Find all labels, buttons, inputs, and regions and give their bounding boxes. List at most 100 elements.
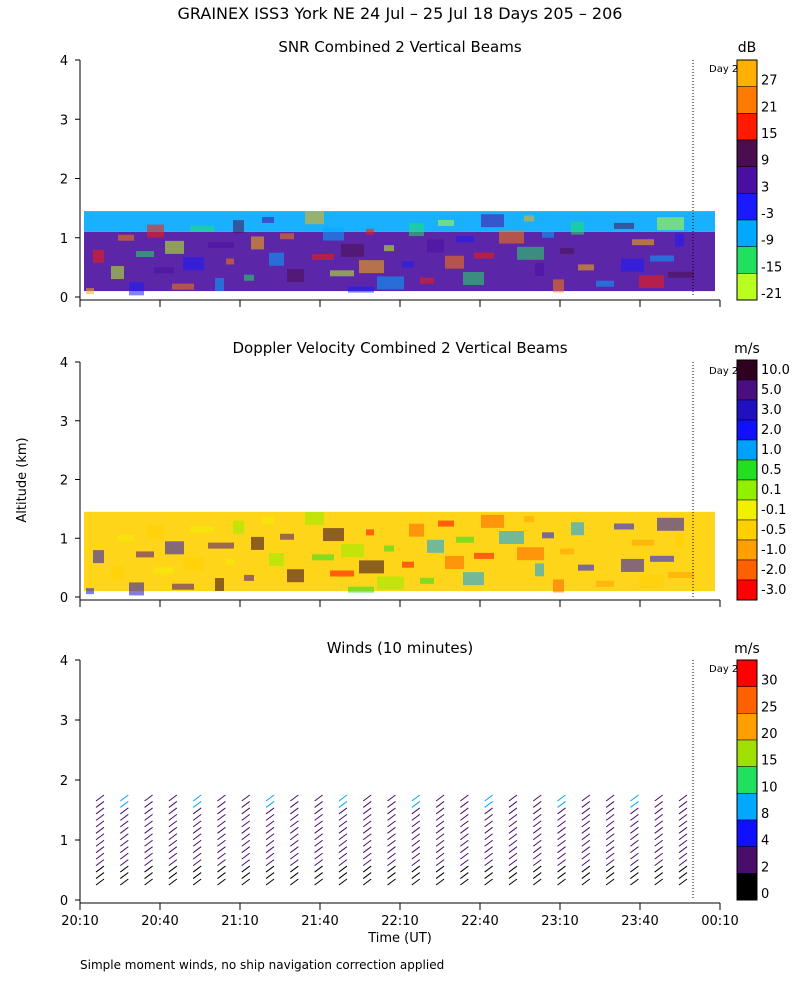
- colorbar-swatch: [736, 713, 758, 741]
- wind-barb: [581, 852, 591, 860]
- wind-barb: [290, 820, 299, 828]
- heatmap-cell: [226, 558, 234, 565]
- wind-profile: [508, 794, 518, 886]
- day-marker-label: Day 2: [709, 366, 738, 377]
- wind-barb: [508, 813, 518, 821]
- wind-barb: [484, 859, 493, 867]
- wind-barb: [605, 852, 615, 860]
- wind-barb: [411, 820, 421, 828]
- wind-barb: [411, 859, 421, 867]
- wind-barb: [119, 865, 129, 873]
- wind-barb: [265, 794, 275, 802]
- colorbar-swatch: [736, 166, 758, 194]
- colorbar-label: 10: [761, 780, 778, 795]
- wind-barb: [630, 878, 639, 886]
- heatmap-cell: [208, 542, 234, 549]
- wind-barb: [265, 826, 275, 834]
- wind-barb: [314, 878, 323, 886]
- wind-barb: [484, 826, 493, 834]
- wind-barb: [119, 839, 129, 847]
- heatmap-cell: [463, 572, 484, 586]
- wind-barb: [338, 852, 348, 860]
- wind-barb: [314, 865, 323, 873]
- wind-barb: [630, 807, 639, 815]
- wind-barb: [241, 872, 251, 879]
- wind-barb: [95, 859, 105, 867]
- colorbar-label: -3.0: [761, 583, 786, 598]
- wind-barb: [484, 878, 493, 886]
- wind-barb: [678, 839, 688, 847]
- wind-barb: [95, 846, 105, 854]
- wind-barb: [362, 852, 372, 860]
- wind-profile: [411, 794, 421, 886]
- wind-barb: [314, 813, 323, 821]
- wind-barb: [630, 852, 639, 860]
- heatmap-cell: [553, 579, 564, 593]
- heatmap-cell: [524, 516, 534, 523]
- heatmap-cell: [639, 274, 664, 288]
- wind-barb: [605, 794, 615, 802]
- colorbar-label: 3: [761, 180, 769, 195]
- wind-barb: [192, 794, 202, 802]
- colorbar-label: 10.0: [761, 363, 790, 378]
- wind-barb: [241, 878, 251, 886]
- wind-barb: [217, 801, 226, 808]
- wind-barb: [241, 794, 251, 802]
- wind-barb: [435, 846, 445, 854]
- colorbar-label: 9: [761, 154, 769, 169]
- colorbar-label: 4: [761, 834, 769, 849]
- wind-barb: [435, 820, 445, 828]
- wind-barb: [265, 813, 275, 821]
- heatmap-cell: [463, 271, 484, 285]
- heatmap-cell: [312, 554, 334, 561]
- wind-barb: [435, 839, 445, 847]
- wind-barb: [338, 820, 348, 828]
- wind-barb: [95, 813, 105, 821]
- heatmap-cell: [535, 563, 544, 577]
- panel-title: Doppler Velocity Combined 2 Vertical Bea…: [232, 339, 567, 357]
- colorbar-label: 21: [761, 100, 778, 115]
- wind-barb: [119, 794, 129, 802]
- wind-barb: [630, 839, 639, 847]
- wind-barb: [265, 807, 275, 815]
- wind-barb: [119, 833, 129, 841]
- wind-barb: [411, 801, 421, 808]
- wind-barb: [290, 865, 299, 873]
- wind-barb: [144, 865, 153, 873]
- wind-barb: [460, 833, 469, 841]
- colorbar-label: -9: [761, 234, 774, 249]
- wind-barb: [460, 813, 469, 821]
- wind-barb: [654, 820, 664, 828]
- heatmap-cell: [632, 539, 654, 546]
- wind-barb: [362, 794, 372, 802]
- wind-barb: [144, 801, 153, 808]
- wind-barb: [290, 807, 299, 815]
- wind-barb: [192, 826, 202, 834]
- wind-barb: [508, 807, 518, 815]
- heatmap-cell: [118, 535, 134, 542]
- heatmap-cell: [553, 279, 564, 293]
- wind-barb: [338, 872, 348, 879]
- wind-barb: [192, 852, 202, 860]
- wind-barb: [435, 878, 445, 886]
- colorbar-label: -2.0: [761, 563, 786, 578]
- wind-barb: [119, 872, 129, 879]
- wind-barb: [241, 833, 251, 841]
- day-marker-label: Day 2: [709, 64, 738, 75]
- x-axis-title: Time (UT): [367, 931, 432, 946]
- heatmap-cell: [244, 574, 254, 581]
- heatmap-cell: [165, 541, 184, 555]
- wind-barb: [581, 813, 591, 821]
- heatmap-cell: [118, 234, 134, 241]
- wind-barb: [362, 839, 372, 847]
- wind-barb: [435, 813, 445, 821]
- heatmap-cell: [312, 254, 334, 261]
- wind-barb: [168, 833, 178, 841]
- wind-barb: [265, 872, 275, 879]
- colorbar-swatch: [736, 559, 758, 581]
- wind-barb: [654, 801, 664, 808]
- wind-barb: [581, 878, 591, 886]
- wind-profile: [168, 794, 178, 886]
- heatmap-cell: [129, 582, 144, 596]
- heatmap-cell: [621, 558, 644, 572]
